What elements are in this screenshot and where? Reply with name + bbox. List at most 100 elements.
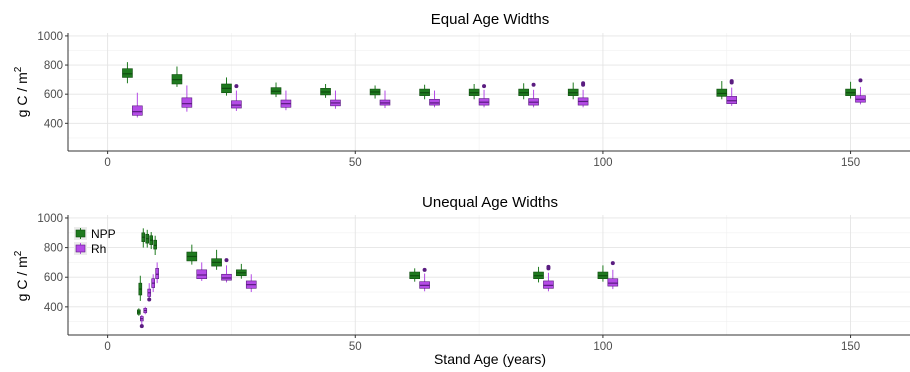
axes: 400 600 800 1000 0 50 100 150	[37, 213, 910, 353]
box-npp	[186, 244, 198, 265]
box-npp	[153, 235, 157, 255]
outlier-point	[531, 82, 536, 87]
box-body	[181, 97, 193, 108]
box-body	[132, 105, 143, 116]
outlier-point	[729, 79, 734, 84]
box-npp	[221, 77, 232, 96]
grid-lines	[68, 215, 910, 335]
box-body	[196, 269, 208, 280]
outlier-point	[610, 261, 615, 266]
panel-unequal-age-widths: Unequal Age Widths g C / m2 Stand Age (y…	[13, 194, 910, 367]
box-rh	[543, 264, 554, 292]
legend-item-rh: Rh	[74, 242, 106, 256]
box-npp	[211, 249, 222, 270]
box-rh	[528, 82, 539, 108]
outlier-point	[147, 297, 152, 302]
chart-marks	[137, 228, 619, 329]
box-rh	[726, 79, 737, 106]
box-npp	[270, 82, 282, 98]
outlier-point	[224, 258, 229, 263]
x-tick-label: 50	[349, 157, 362, 169]
y-tick-label: 400	[44, 118, 63, 130]
box-rh	[330, 90, 341, 109]
box-body	[231, 100, 242, 109]
box-body	[716, 88, 728, 97]
x-tick-label: 50	[349, 341, 362, 353]
y-tick-label: 600	[44, 272, 63, 284]
x-tick-label: 0	[104, 341, 110, 353]
chart-marks	[122, 62, 866, 118]
box-npp	[236, 263, 247, 279]
x-tick-label: 100	[593, 157, 612, 169]
x-tick-label: 0	[104, 157, 110, 169]
legend-label: NPP	[91, 227, 116, 241]
panel-equal-age-widths: Equal Age Widths g C / m2 400 600 800 1000 0…	[13, 11, 910, 169]
box-rh	[577, 81, 589, 108]
legend-item-npp: NPP	[74, 227, 116, 241]
box-rh	[429, 90, 440, 108]
box-npp	[518, 83, 529, 100]
y-tick-label: 400	[44, 302, 63, 314]
x-tick-label: 150	[841, 157, 860, 169]
box-rh	[245, 274, 257, 293]
y-tick-label: 800	[44, 243, 63, 255]
box-npp	[845, 81, 856, 99]
box-body	[221, 273, 232, 281]
box-rh	[221, 258, 232, 283]
box-rh	[196, 262, 208, 281]
outlier-point	[234, 84, 239, 89]
box-rh	[855, 78, 866, 105]
outlier-point	[482, 84, 487, 89]
box-rh	[280, 90, 292, 111]
axes: 400 600 800 1000 0 50 100 150	[37, 31, 910, 169]
box-npp	[409, 268, 421, 282]
box-body	[429, 98, 440, 106]
x-tick-label: 150	[841, 341, 860, 353]
box-rh	[478, 84, 490, 108]
box-rh	[143, 306, 148, 315]
outlier-point	[581, 81, 586, 86]
box-npp	[145, 229, 150, 248]
y-tick-label: 1000	[37, 31, 63, 43]
box-rh	[147, 283, 152, 302]
box-rh	[181, 85, 193, 112]
box-npp	[141, 228, 146, 248]
y-tick-label: 800	[44, 60, 63, 72]
box-body	[607, 278, 619, 287]
box-npp	[716, 81, 728, 100]
box-npp	[320, 83, 331, 98]
box-npp	[468, 83, 480, 100]
box-npp	[369, 85, 381, 99]
legend-label: Rh	[91, 242, 106, 256]
box-npp	[171, 66, 183, 87]
box-body	[155, 268, 159, 280]
box-npp	[567, 82, 579, 100]
y-tick-label: 1000	[37, 213, 63, 225]
box-body	[153, 239, 157, 250]
box-npp	[597, 265, 609, 282]
box-npp	[419, 84, 430, 100]
y-axis-label: g C / m2	[13, 66, 30, 117]
box-rh	[151, 274, 155, 293]
box-body	[122, 68, 133, 78]
box-rh	[155, 262, 159, 284]
box-npp	[149, 232, 154, 250]
box-npp	[533, 266, 544, 283]
box-rh	[132, 92, 143, 118]
legend-key-box	[75, 244, 86, 253]
box-npp	[138, 275, 143, 301]
box-body	[726, 96, 737, 104]
x-tick-label: 100	[593, 341, 612, 353]
outlier-point	[858, 78, 863, 83]
outlier-point	[422, 267, 427, 272]
outlier-point	[546, 264, 551, 269]
box-rh	[607, 261, 619, 290]
box-rh	[139, 315, 144, 329]
box-body	[543, 280, 554, 289]
box-rh	[231, 84, 242, 111]
panel-title: Equal Age Widths	[431, 11, 549, 28]
legend-key-box	[75, 229, 86, 238]
y-tick-label: 600	[44, 89, 63, 101]
y-axis-label: g C / m2	[13, 250, 30, 301]
